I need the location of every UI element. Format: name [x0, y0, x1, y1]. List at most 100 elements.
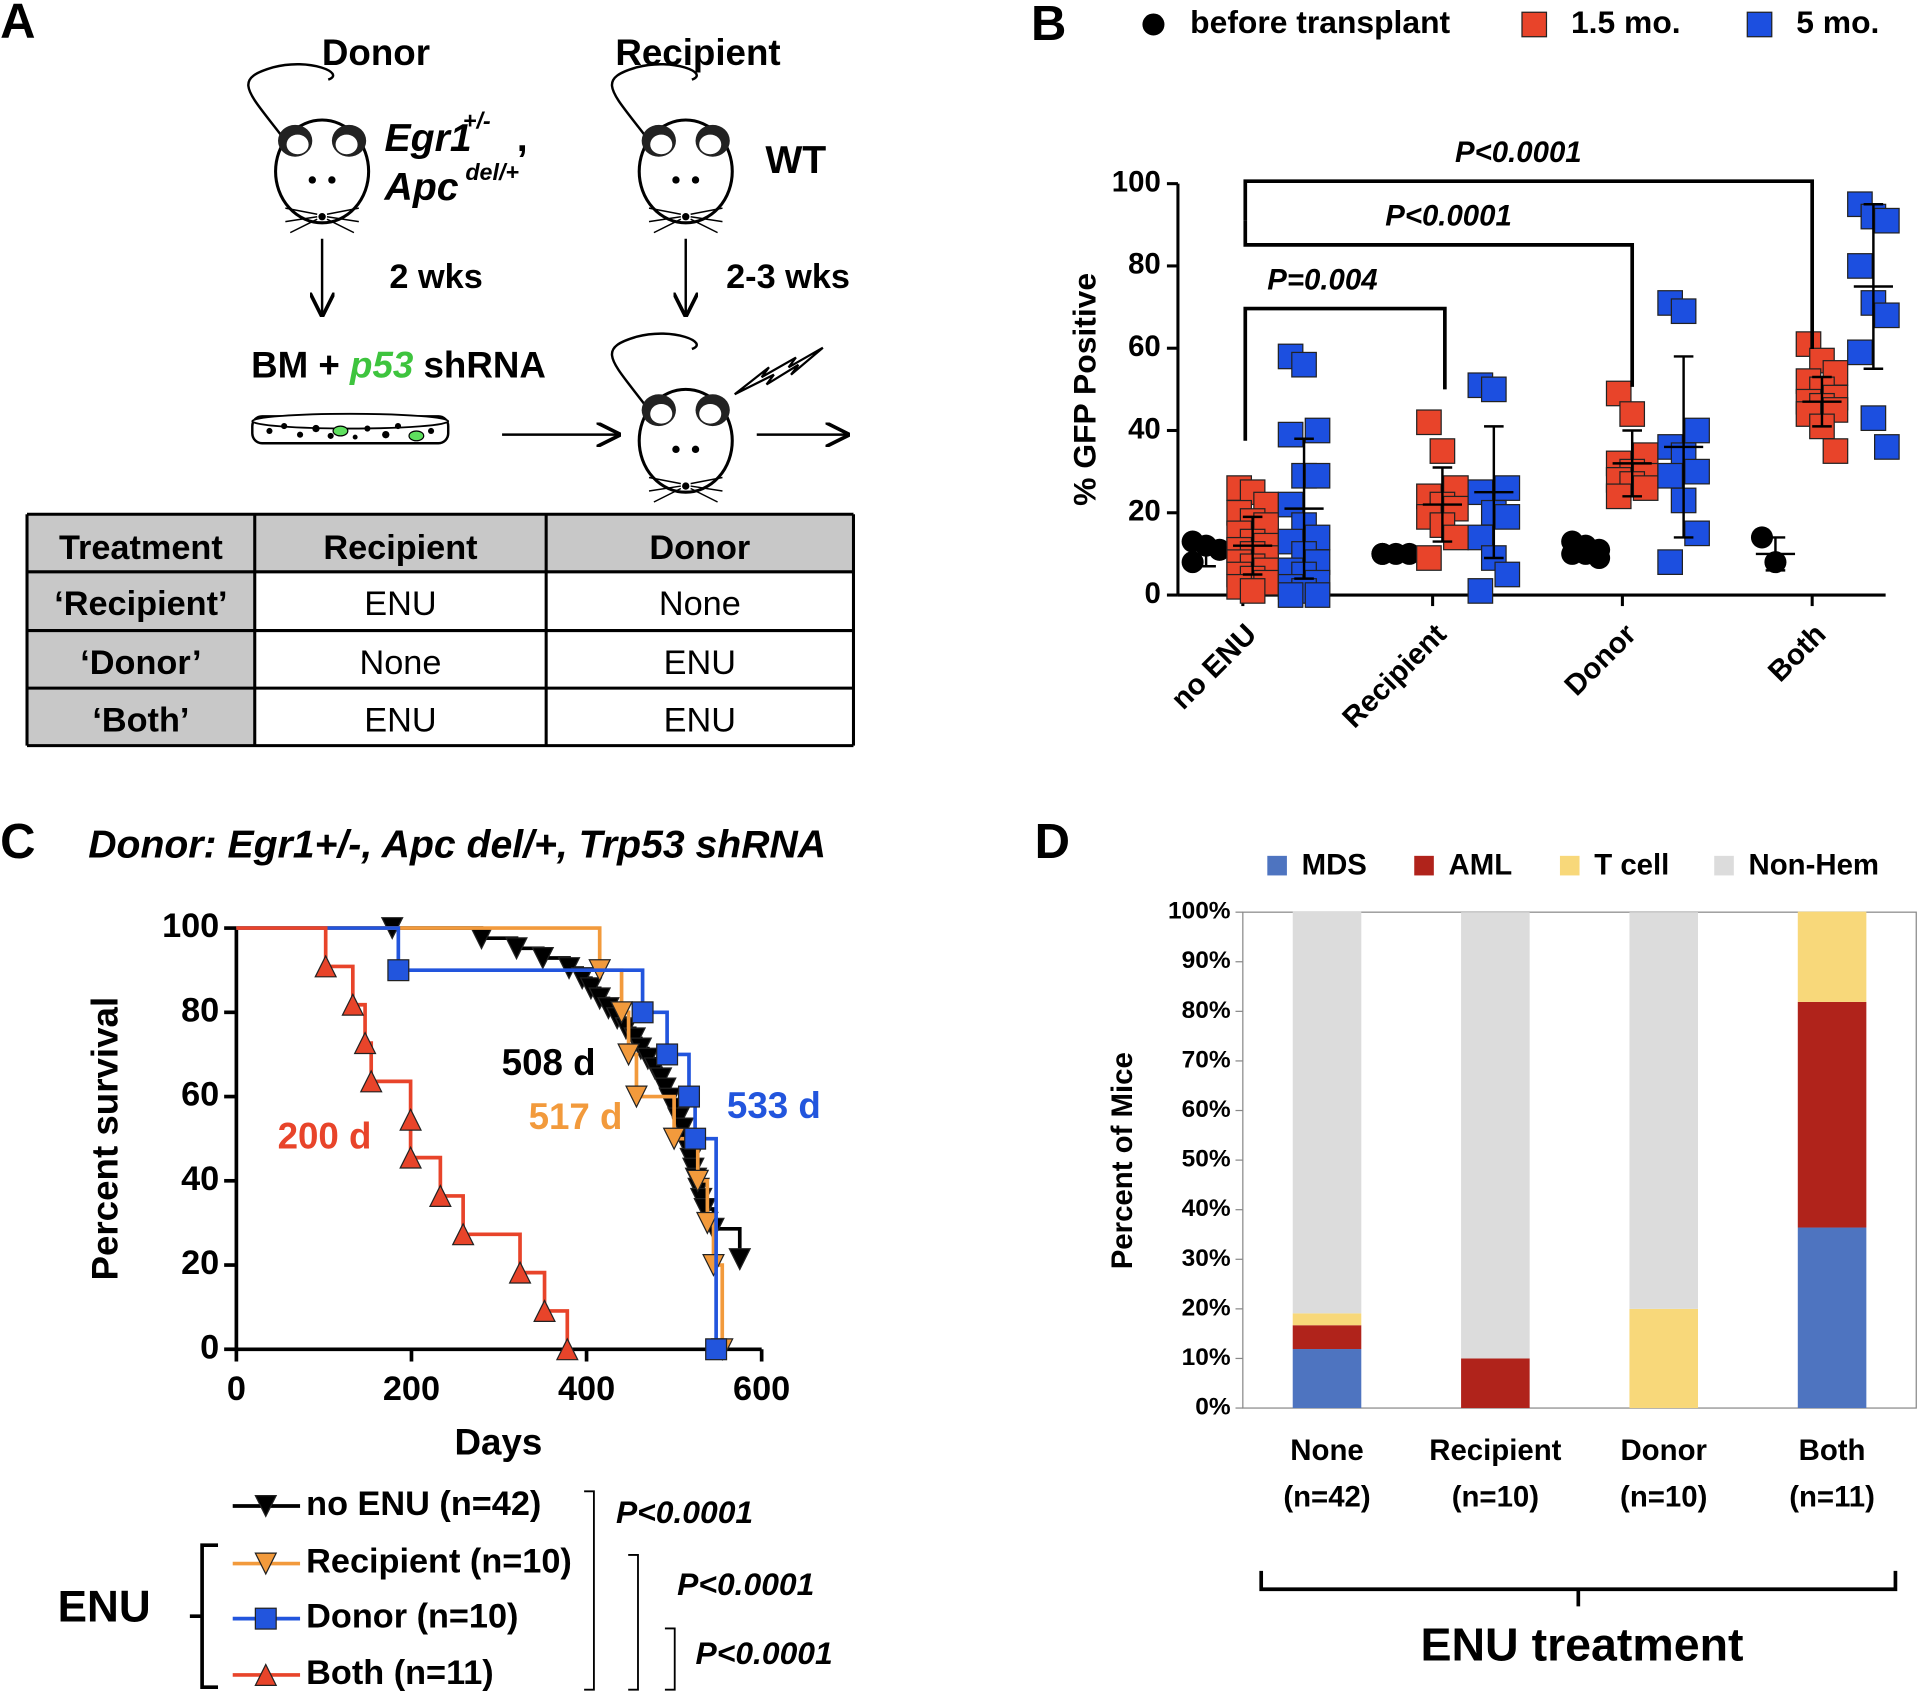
y-tick-label: 60 [1128, 330, 1161, 363]
p-bracket [664, 1627, 676, 1691]
y-tick-label: 70% [1182, 1046, 1231, 1073]
bar-segment [1629, 912, 1698, 1309]
panel-label: A [0, 0, 35, 48]
y-tick-label: 20% [1182, 1294, 1231, 1321]
median-label: 533 d [727, 1085, 821, 1126]
point [1443, 495, 1469, 522]
legend-swatch [1559, 855, 1580, 876]
median-label: 508 d [502, 1042, 596, 1083]
y-tick-label: 80 [1128, 248, 1161, 281]
table-header: Donor [649, 529, 750, 567]
plot-frame [1242, 911, 1917, 1409]
point [1657, 462, 1684, 489]
x-axis-label: Days [455, 1421, 543, 1462]
point [610, 1001, 633, 1025]
y-tick-label: 100% [1168, 898, 1231, 925]
table-cell: None [359, 644, 441, 682]
panel-label: C [0, 815, 35, 869]
y-axis-label: Percent of Mice [1106, 1052, 1139, 1269]
point [693, 1197, 717, 1221]
legend-marker [254, 1663, 278, 1686]
y-tick-label: 60% [1182, 1096, 1231, 1123]
legend-label: AML [1449, 849, 1513, 882]
point [631, 1001, 654, 1024]
point [1494, 504, 1521, 530]
y-tick-label: 80 [181, 991, 219, 1029]
point [428, 1184, 452, 1207]
point [1874, 434, 1900, 460]
time-label: 2-3 wks [726, 258, 850, 296]
bar-segment [1797, 911, 1867, 1002]
x-tick-label: Donor [1620, 1434, 1706, 1467]
significance-bracket [1243, 220, 1635, 387]
genotype: Egr1 [385, 117, 472, 160]
y-tick-label: 60 [181, 1076, 219, 1114]
point [387, 959, 410, 982]
x-tick-sublabel: (n=11) [1789, 1480, 1875, 1513]
legend-marker [254, 1494, 278, 1518]
table-header: Treatment [59, 529, 223, 567]
point [1208, 538, 1231, 561]
y-tick-label: 40 [181, 1160, 219, 1198]
p-value: P<0.0001 [677, 1566, 814, 1602]
genotype-sup: +/- [463, 108, 491, 134]
genotype-sup: del/+ [465, 159, 519, 185]
point [1874, 207, 1900, 234]
bm-label: BM + p53 shRNA [251, 344, 546, 385]
survival-curve [236, 926, 570, 1350]
p-value: P<0.0001 [696, 1635, 833, 1671]
genotype: WT [765, 139, 826, 182]
point [1750, 526, 1773, 549]
table-cell: ENU [364, 585, 436, 623]
point [508, 1260, 532, 1284]
point [451, 1222, 475, 1246]
legend-label: Donor (n=10) [306, 1598, 518, 1636]
irradiation-icon [734, 346, 824, 396]
genotype: Apc [384, 166, 459, 209]
bm-part: shRNA [413, 344, 546, 385]
y-tick-label: 20 [1128, 495, 1161, 528]
p-bracket [584, 1490, 595, 1691]
point [1480, 376, 1507, 403]
point [1684, 417, 1710, 444]
point [1304, 582, 1331, 608]
legend-swatch [1714, 855, 1734, 876]
dish [251, 412, 450, 445]
point [359, 1069, 383, 1093]
point [531, 946, 555, 970]
point [1847, 339, 1873, 366]
table-cell: ‘Recipient’ [54, 585, 227, 623]
panel-label: B [1031, 0, 1066, 51]
y-tick-label: 80% [1182, 997, 1231, 1024]
legend-label: Non-Hem [1749, 849, 1880, 882]
x-tick-label: Both [1762, 618, 1833, 689]
x-tick-label: no ENU [1165, 618, 1263, 716]
mouse-icon [246, 62, 371, 235]
y-tick-label: 0 [200, 1328, 219, 1366]
bm-part: BM + [251, 344, 350, 385]
y-tick-label: 30% [1182, 1245, 1231, 1272]
point [684, 1127, 707, 1150]
bar-segment [1292, 911, 1362, 1314]
legend-label: 5 mo. [1796, 4, 1879, 40]
table-cell: None [659, 585, 741, 623]
bar-segment [1292, 1313, 1362, 1326]
legend-marker [254, 1607, 277, 1630]
x-tick-label: 200 [383, 1370, 440, 1408]
y-tick-label: 90% [1182, 947, 1231, 974]
point [705, 1338, 728, 1361]
point [1429, 438, 1456, 464]
point [728, 1248, 752, 1271]
point [617, 1043, 640, 1067]
point [1181, 551, 1204, 574]
x-tick-label: None [1290, 1434, 1363, 1467]
y-tick-label: 40% [1182, 1195, 1231, 1222]
plots: 0 20 40 60 80 100 % GFP Positive no ENU Recipien… [58, 4, 1917, 1692]
y-tick-label: 100 [1112, 165, 1161, 198]
point [662, 1127, 686, 1151]
point [1494, 475, 1521, 501]
point [1619, 401, 1646, 427]
group-bracket [1259, 1570, 1898, 1607]
